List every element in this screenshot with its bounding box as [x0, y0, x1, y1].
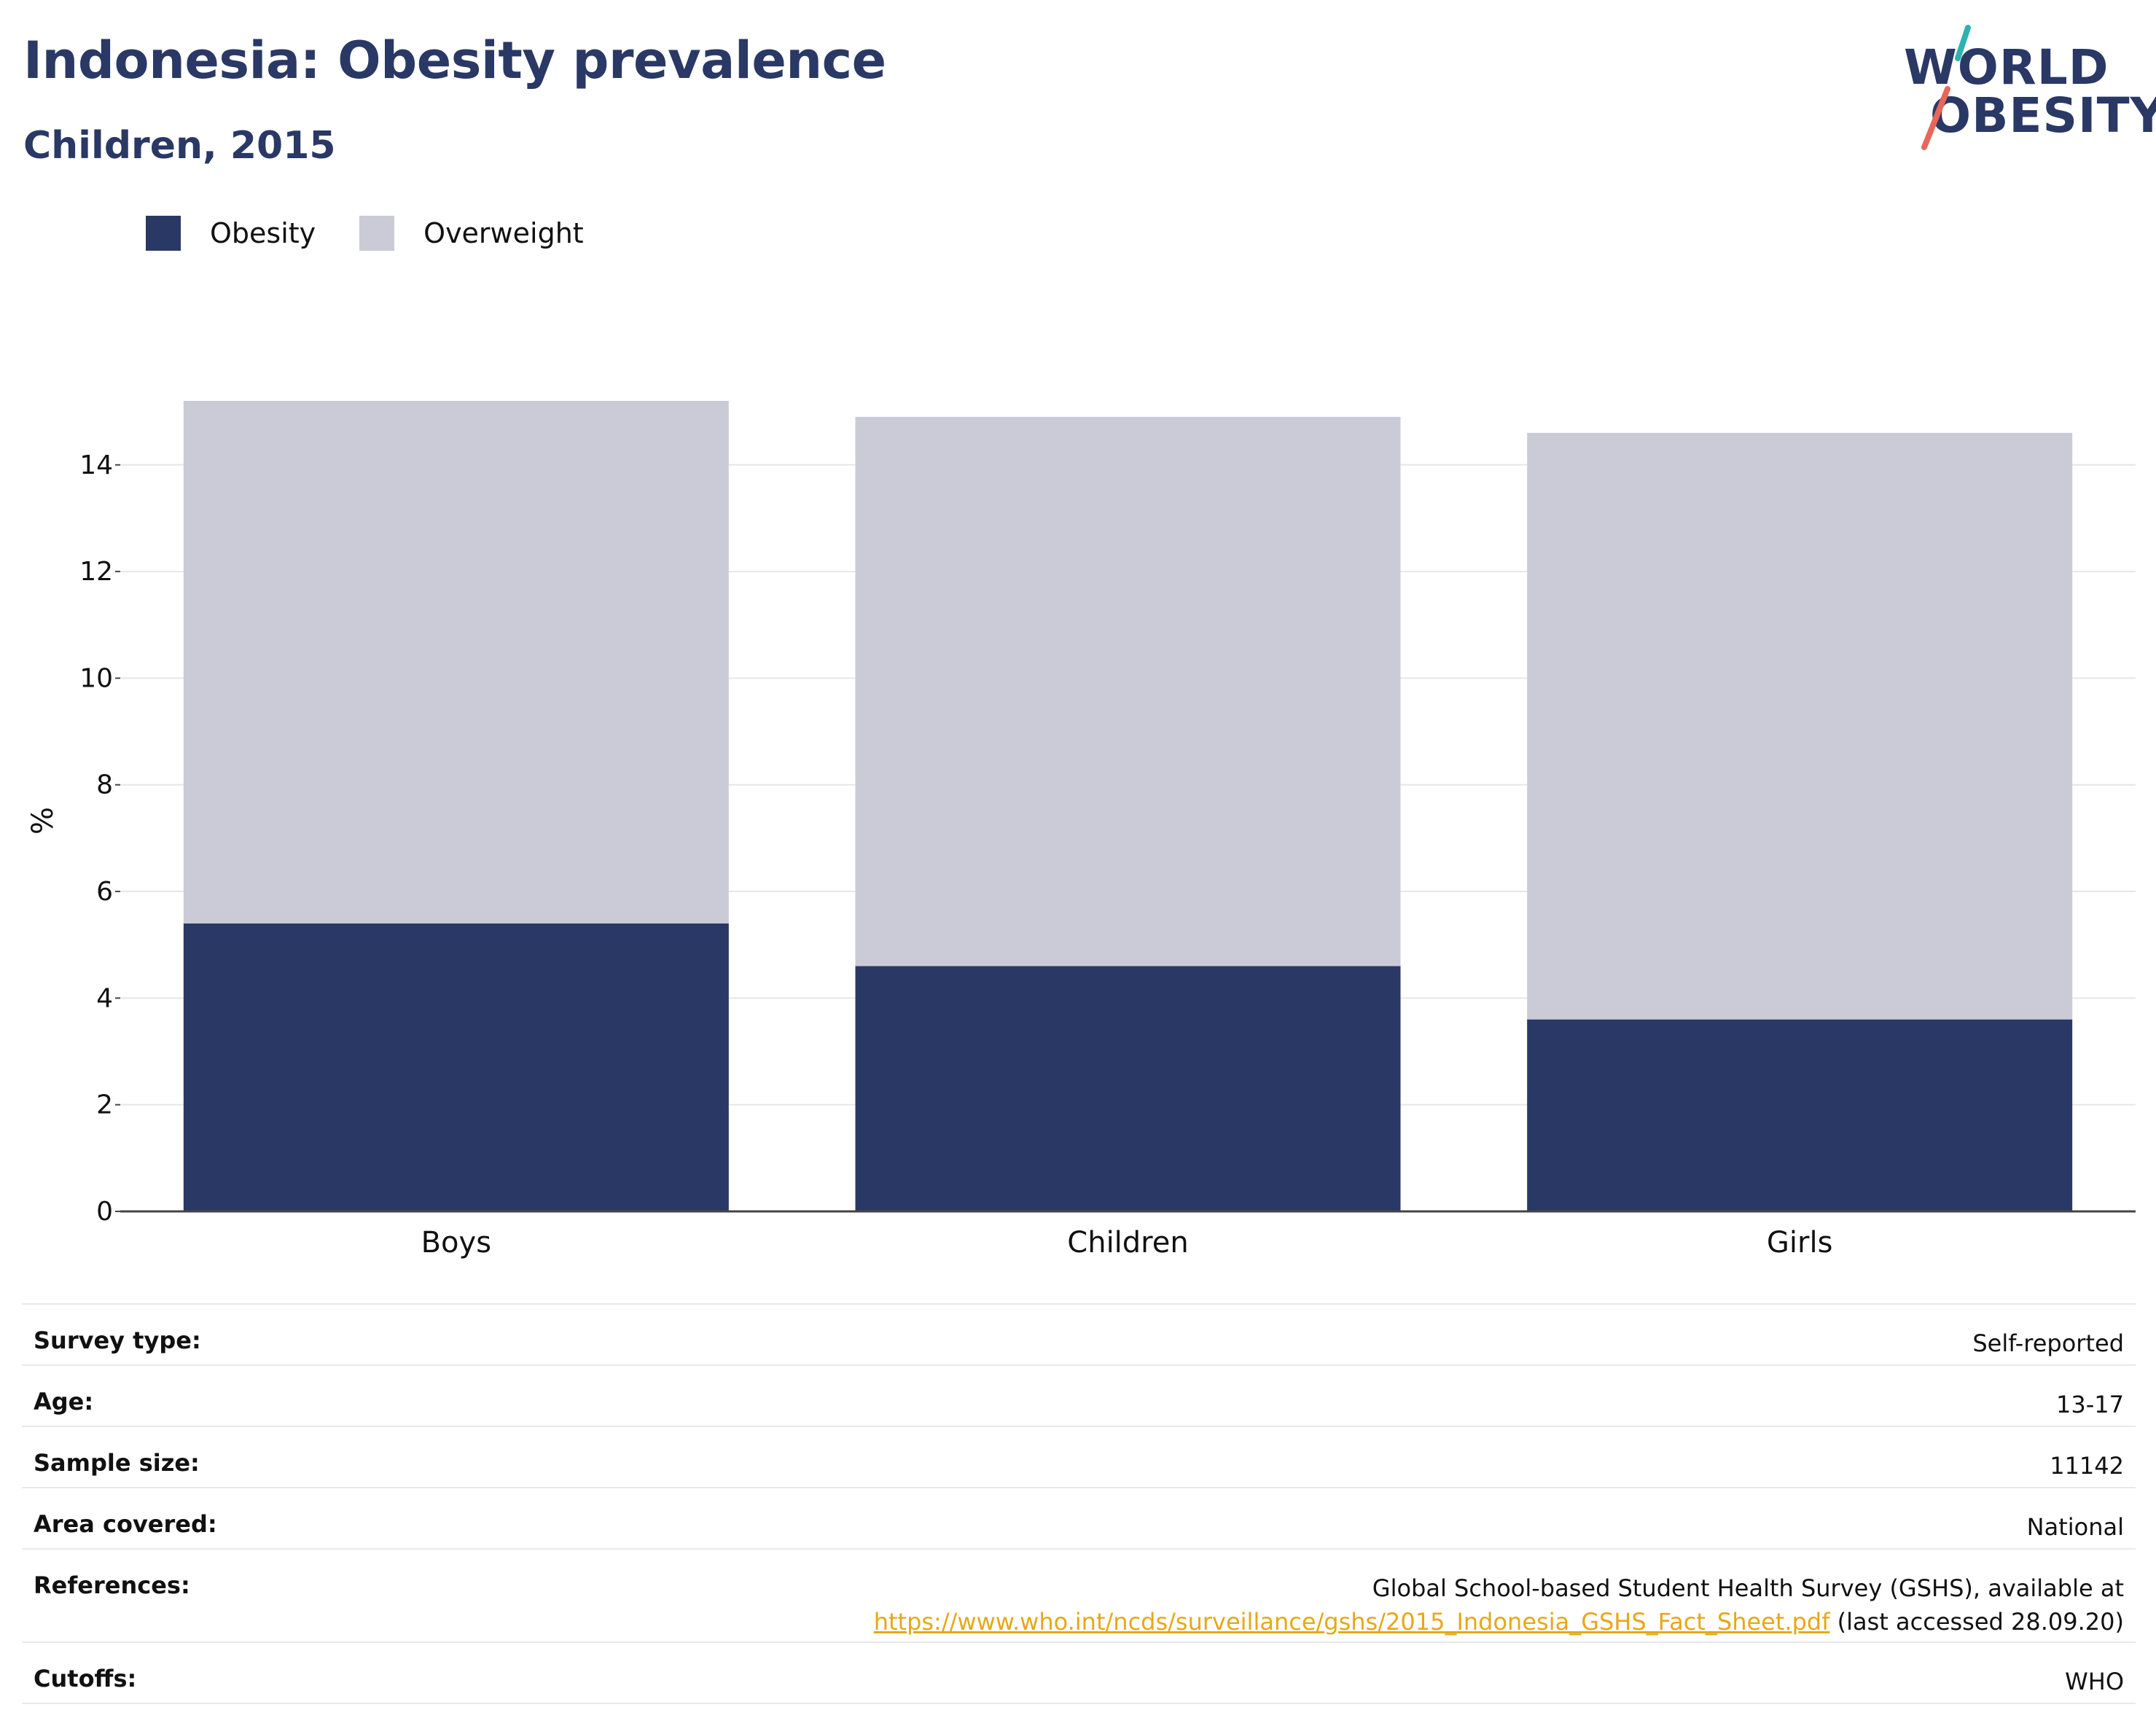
meta-label: Age:	[34, 1388, 94, 1415]
meta-label: Area covered:	[34, 1510, 217, 1538]
meta-value: WHO	[2065, 1668, 2124, 1695]
x-tick-label: Boys	[421, 1226, 491, 1260]
meta-value: 13-17	[2056, 1391, 2124, 1418]
legend-swatch-obesity	[146, 216, 181, 251]
chart-subtitle: Children, 2015	[23, 124, 336, 168]
meta-row-cutoffs: Cutoffs: WHO	[22, 1643, 2136, 1704]
x-tick-label: Girls	[1767, 1226, 1833, 1260]
legend-item-obesity: Obesity	[146, 216, 316, 251]
x-tick-label: Children	[1067, 1226, 1188, 1260]
references-text: Global School-based Student Health Surve…	[1372, 1574, 2124, 1602]
stacked-bar-chart: 0 2 4 6 8 10 12 14% Boys Children Girls	[26, 401, 2136, 1260]
y-tick-label: 12	[79, 557, 113, 587]
meta-label: Sample size:	[34, 1449, 200, 1477]
meta-row-sample-size: Sample size: 11142	[22, 1427, 2136, 1488]
meta-row-survey-type: Survey type: Self-reported	[22, 1305, 2136, 1366]
logo-slash-icon	[1921, 25, 1971, 150]
legend-item-overweight: Overweight	[359, 216, 584, 251]
references-link[interactable]: https://www.who.int/ncds/surveillance/gs…	[873, 1608, 1830, 1636]
y-tick-label: 0	[96, 1197, 113, 1227]
logo-word-world: WORLD	[1904, 39, 2109, 95]
logo-word-obesity: OBESITY	[1930, 87, 2156, 144]
meta-row-area-covered: Area covered: National	[22, 1488, 2136, 1550]
meta-value: Self-reported	[1972, 1329, 2124, 1357]
chart-title: Indonesia: Obesity prevalence	[23, 31, 886, 90]
bar-obesity-boys	[183, 923, 729, 1211]
legend-label-obesity: Obesity	[210, 217, 316, 249]
y-axis-label: %	[26, 807, 60, 835]
y-tick-label: 14	[79, 450, 113, 480]
y-tick-label: 10	[79, 663, 113, 693]
legend-swatch-overweight	[359, 216, 395, 251]
bar-overweight-girls	[1527, 432, 2073, 1020]
references-suffix: (last accessed 28.09.20)	[1837, 1608, 2124, 1636]
survey-info-table: Survey type: Self-reported Age: 13-17 Sa…	[22, 1303, 2136, 1704]
bar-overweight-boys	[183, 401, 729, 923]
references-value: Global School-based Student Health Surve…	[874, 1571, 2124, 1639]
y-tick-label: 2	[96, 1090, 113, 1120]
meta-label: Cutoffs:	[34, 1665, 137, 1692]
y-tick-label: 8	[96, 770, 113, 800]
y-tick-label: 6	[96, 877, 113, 907]
y-tick-label: 4	[96, 983, 113, 1013]
legend-label-overweight: Overweight	[423, 217, 584, 249]
world-obesity-logo: WORLD OBESITY	[1895, 22, 2156, 153]
bar-obesity-children	[855, 966, 1401, 1211]
meta-value: National	[2026, 1513, 2124, 1541]
meta-row-references: References: Global School-based Student …	[22, 1550, 2136, 1643]
bar-obesity-girls	[1527, 1019, 2073, 1211]
chart-legend: Obesity Overweight	[146, 216, 628, 251]
meta-label: References:	[34, 1571, 190, 1599]
meta-label: Survey type:	[34, 1327, 201, 1354]
meta-value: 11142	[2050, 1452, 2124, 1480]
bar-overweight-children	[855, 416, 1401, 966]
meta-row-age: Age: 13-17	[22, 1366, 2136, 1427]
